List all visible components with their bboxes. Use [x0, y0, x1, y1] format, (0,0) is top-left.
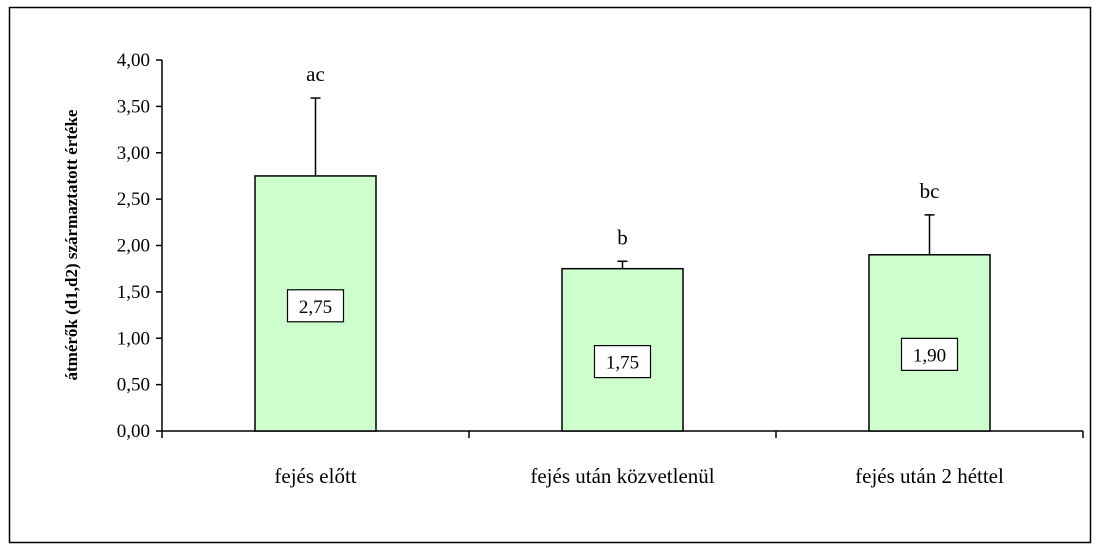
- y-tick-label: 4,00: [117, 50, 150, 71]
- data-label-box: [900, 337, 959, 371]
- category-label: fejés után 2 héttel: [855, 464, 1004, 488]
- significance-label: b: [617, 225, 628, 249]
- y-axis-title: átmérők (d1,d2) származtatott értéke: [62, 109, 81, 380]
- y-tick-label: 3,00: [117, 143, 150, 164]
- category-label: fejés után közvetlenül: [530, 464, 714, 488]
- data-label: 1,90: [913, 345, 946, 366]
- y-tick-label: 2,00: [117, 236, 150, 257]
- significance-label: ac: [306, 62, 325, 86]
- y-tick-label: 0,50: [117, 375, 150, 396]
- y-tick-label: 3,50: [117, 96, 150, 117]
- plot-area: 0,00 0,50 1,00 1,50 2,00 2,50 3,00 3,50 4,00 ac 2,…: [117, 50, 1084, 488]
- significance-label: bc: [920, 179, 940, 203]
- y-tick-label: 0,00: [117, 421, 150, 442]
- y-tick-label: 1,00: [117, 328, 150, 349]
- category-label: fejés előtt: [274, 464, 356, 488]
- data-label-box: [286, 289, 345, 323]
- data-label: 1,75: [606, 353, 639, 374]
- data-label: 2,75: [299, 297, 332, 318]
- y-tick-label: 1,50: [117, 282, 150, 303]
- data-label-box: [593, 344, 652, 379]
- y-tick-label: 2,50: [117, 189, 150, 210]
